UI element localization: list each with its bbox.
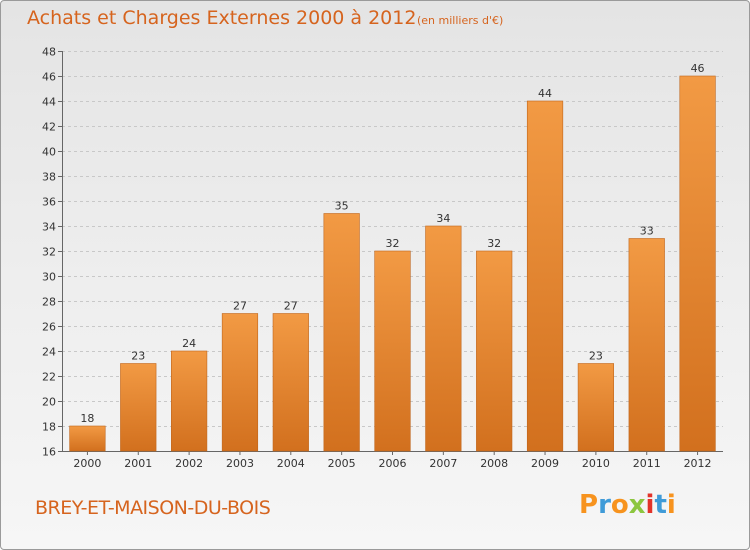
bar [628, 238, 665, 452]
bar [374, 250, 411, 452]
logo-letter: i [666, 490, 676, 520]
bar [526, 100, 564, 452]
bar [679, 75, 716, 452]
y-tick-label: 20 [42, 396, 56, 409]
bars [69, 75, 716, 452]
proxiti-logo: Proxiti [579, 490, 676, 520]
x-tick-label: 2007 [429, 457, 457, 470]
data-label: 27 [233, 300, 247, 313]
y-tick-label: 28 [42, 296, 56, 309]
data-label: 18 [80, 412, 94, 425]
data-label: 33 [640, 225, 654, 238]
bar [272, 313, 309, 452]
x-tick-label: 2006 [379, 457, 407, 470]
chart-unit: (en milliers d'€) [417, 14, 504, 27]
data-label: 23 [131, 350, 145, 363]
y-tick-label: 22 [42, 371, 56, 384]
y-tick-label: 24 [42, 346, 56, 359]
data-label: 32 [487, 237, 501, 250]
y-tick-label: 46 [42, 71, 56, 84]
bar [221, 313, 259, 452]
data-label: 35 [335, 200, 349, 213]
data-label: 32 [386, 237, 400, 250]
x-tick-label: 2003 [226, 457, 254, 470]
y-tick-label: 42 [42, 121, 56, 134]
logo-letter: o [610, 490, 629, 520]
bar [425, 225, 462, 452]
bar [476, 250, 513, 452]
data-label: 23 [589, 350, 603, 363]
y-tick-label: 40 [42, 146, 56, 159]
y-tick-label: 36 [42, 196, 56, 209]
logo-letter: x [628, 490, 646, 520]
logo-letter: t [654, 490, 667, 520]
bar [69, 425, 106, 452]
logo-letter: i [645, 490, 655, 520]
bar [323, 213, 360, 452]
x-tick-label: 2005 [328, 457, 356, 470]
data-label: 27 [284, 300, 298, 313]
x-tick-label: 2010 [582, 457, 610, 470]
y-tick-label: 34 [42, 221, 56, 234]
y-tick-label: 18 [42, 421, 56, 434]
y-tick-label: 48 [42, 46, 56, 59]
bar [577, 363, 614, 452]
chart-title: Achats et Charges Externes 2000 à 2012 [27, 7, 417, 29]
y-tick-label: 16 [42, 446, 56, 459]
place-name: BREY-ET-MAISON-DU-BOIS [35, 497, 271, 519]
bar [120, 363, 157, 452]
bar [171, 350, 208, 452]
data-label: 24 [182, 337, 196, 350]
y-tick-label: 30 [42, 271, 56, 284]
data-label: 34 [436, 212, 450, 225]
x-tick-label: 2008 [480, 457, 508, 470]
x-tick-label: 2002 [175, 457, 203, 470]
y-tick-label: 38 [42, 171, 56, 184]
x-tick-label: 2000 [73, 457, 101, 470]
y-tick-label: 32 [42, 246, 56, 259]
data-label: 44 [538, 87, 552, 100]
data-label: 46 [691, 62, 705, 75]
data-labels: 18 23 24 27 27 35 32 34 32 44 23 33 46 [80, 62, 704, 425]
x-tick-label: 2012 [684, 457, 712, 470]
x-tick-label: 2004 [277, 457, 305, 470]
x-tick-label: 2011 [633, 457, 661, 470]
x-tick-label: 2009 [531, 457, 559, 470]
y-tick-label: 26 [42, 321, 56, 334]
axes: 16 18 20 22 24 26 28 30 32 34 36 38 40 42 44 46 48 2000 20… [42, 46, 723, 470]
logo-letter: P [579, 490, 599, 520]
y-tick-label: 44 [42, 96, 56, 109]
logo-letter: r [598, 490, 611, 520]
x-tick-label: 2001 [124, 457, 152, 470]
